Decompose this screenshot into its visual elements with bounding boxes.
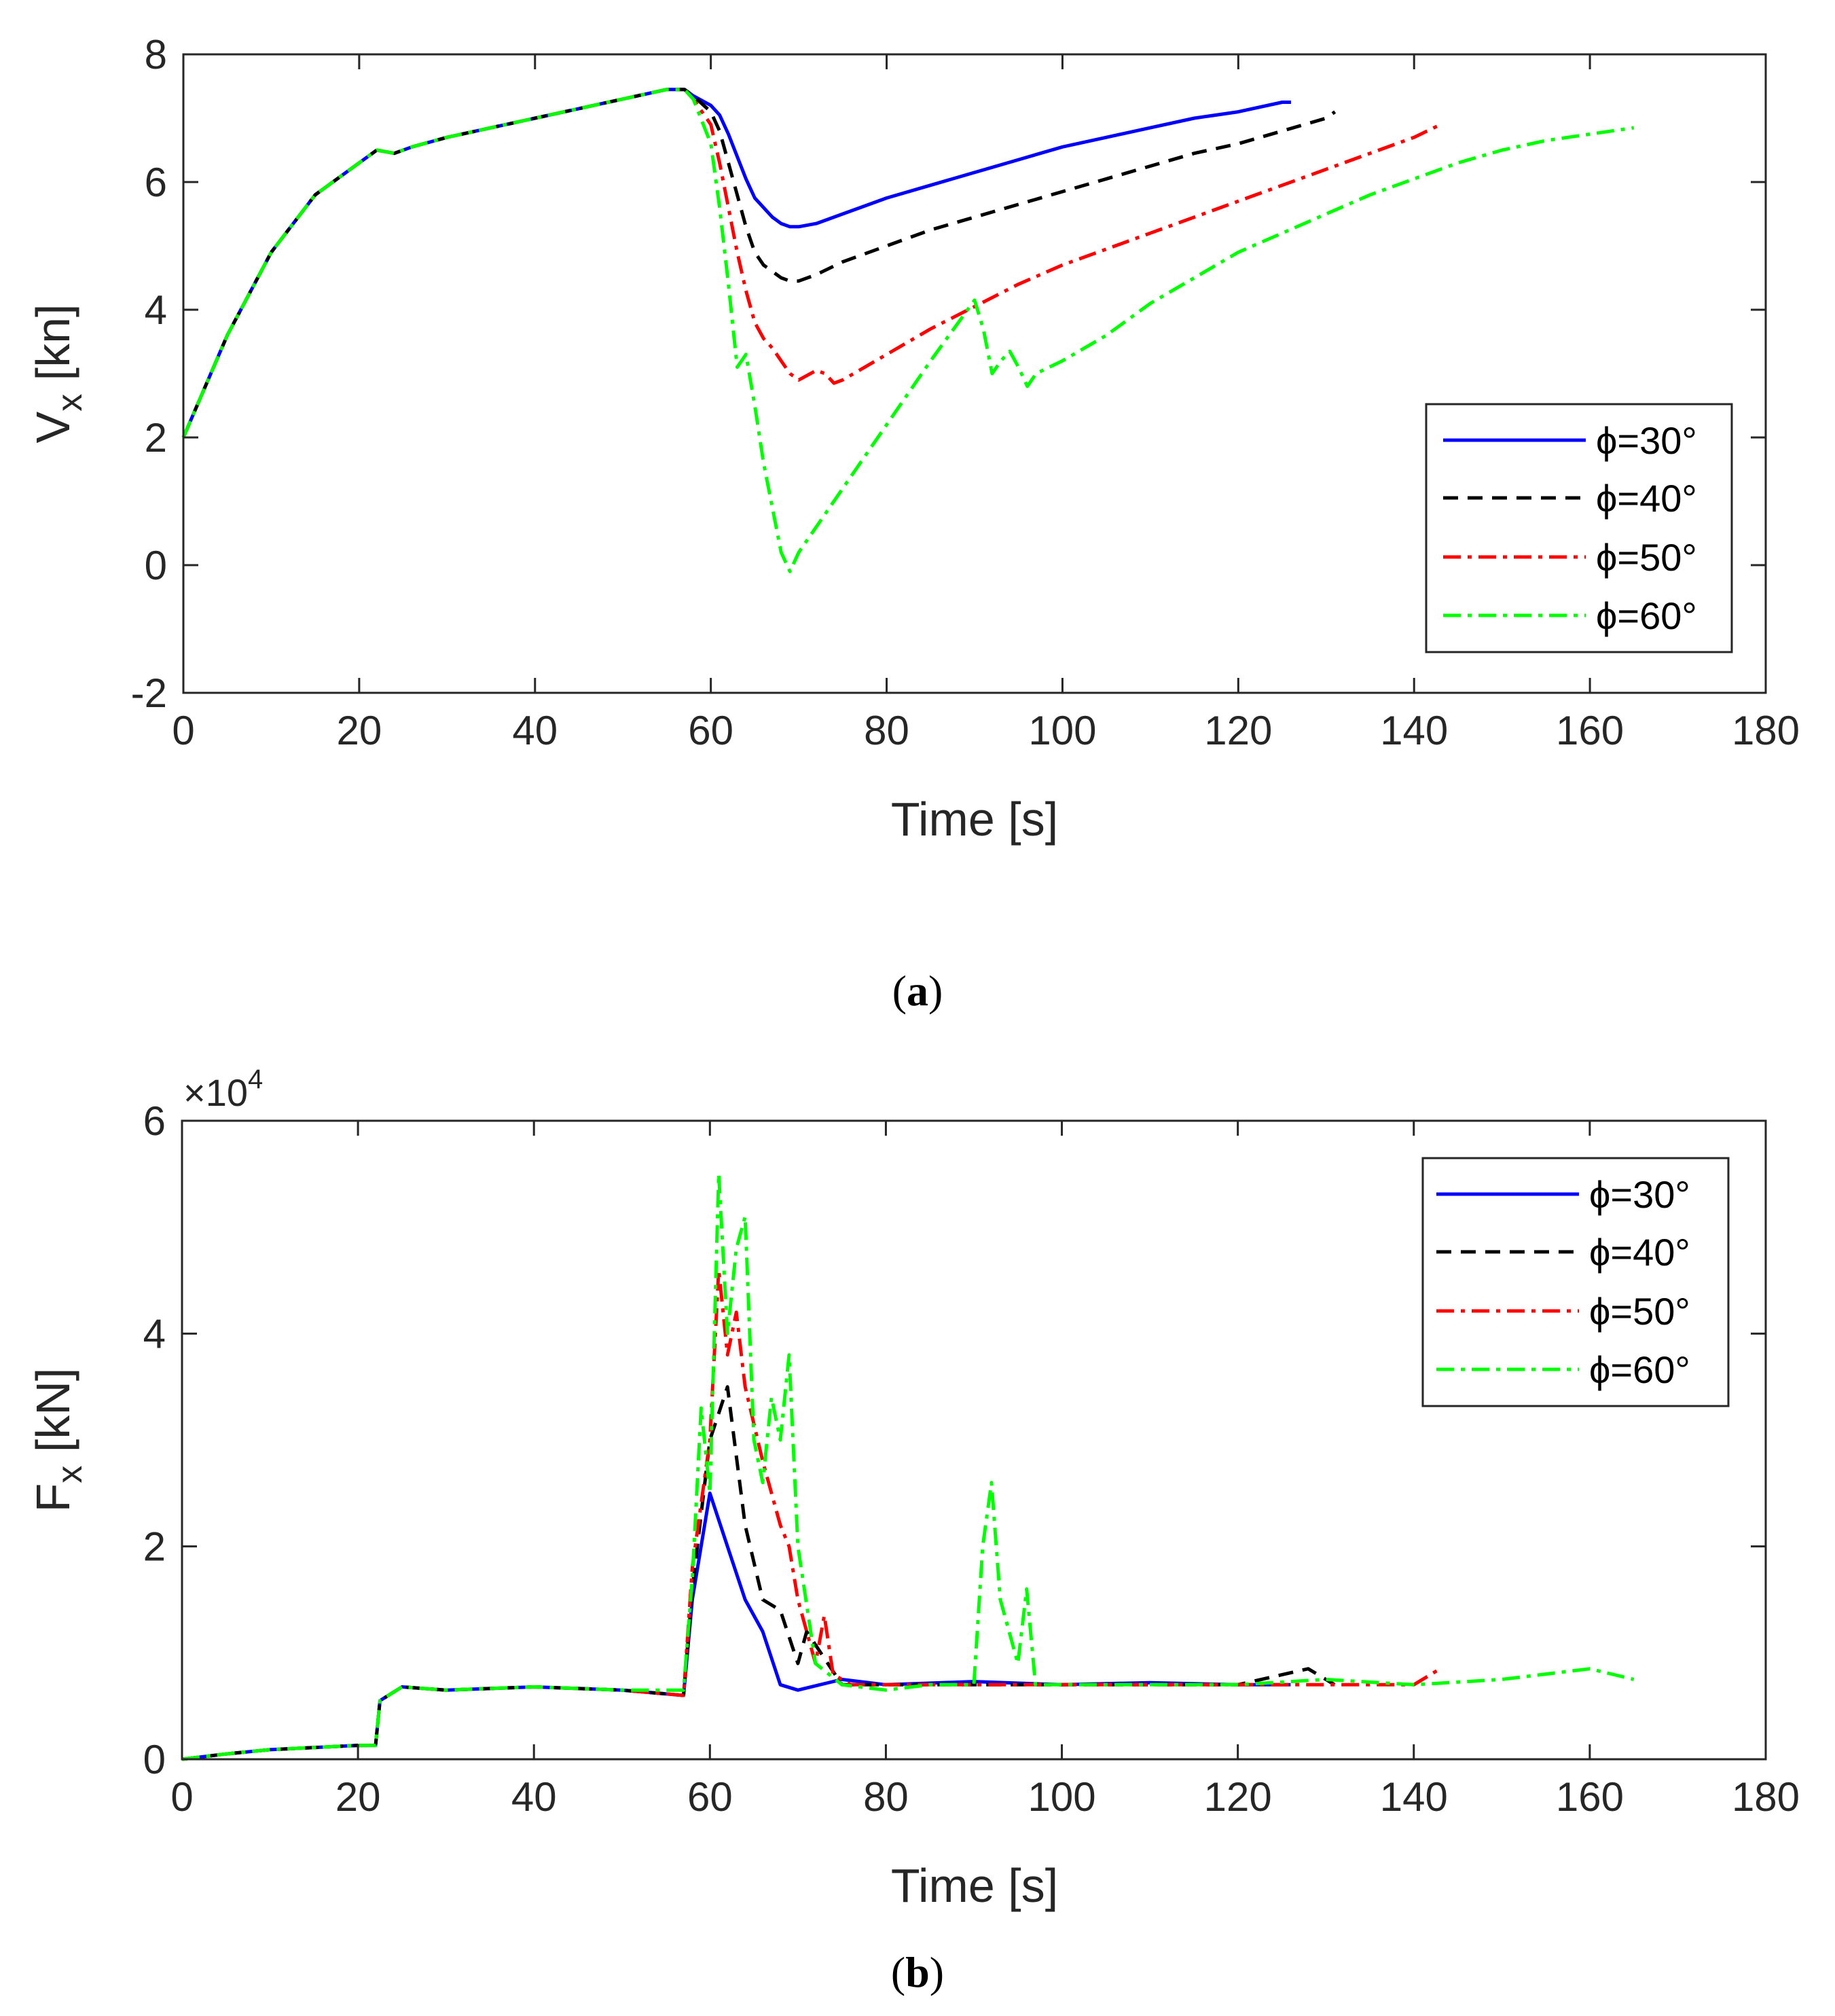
panel-a-x-axis-label: Time [s] — [891, 793, 1058, 846]
panel-a-series-group — [181, 88, 1635, 573]
panel-b-series-line-0 — [181, 1491, 1291, 1761]
panel-a-series-line-0 — [181, 88, 1291, 438]
panel-b-series-line-3 — [181, 1172, 1635, 1761]
panel-a-xtick-label-5: 100 — [1028, 708, 1096, 753]
panel-b-xtick-label-3: 60 — [687, 1774, 733, 1820]
panel-a-xtick-label-6: 120 — [1204, 708, 1272, 753]
panel-a-ytick-label-5: 8 — [145, 32, 167, 77]
panel-a-legend-label-40: ϕ=40° — [1596, 477, 1697, 520]
panel-b-legend: ϕ=30° ϕ=40° ϕ=50° ϕ=60° — [1421, 1157, 1730, 1407]
panel-b-y-axis-unit: [kN] — [26, 1368, 79, 1466]
panel-a-xtick-label-1: 20 — [337, 708, 382, 753]
panel-b-y-multiplier-base: ×10 — [183, 1071, 248, 1114]
panel-b-legend-label-30: ϕ=30° — [1589, 1173, 1690, 1216]
panel-b-xtick-label-5: 100 — [1028, 1774, 1096, 1820]
panel-a-y-axis-subscript: x — [50, 394, 90, 412]
panel-a-series-line-2 — [181, 88, 1442, 438]
panel-b-y-axis-label: Fx [kN] — [26, 1368, 90, 1513]
panel-b-y-multiplier: ×104 — [183, 1064, 263, 1114]
panel-a-series-line-1 — [181, 88, 1337, 438]
panel-b-y-axis-subscript: x — [50, 1466, 90, 1483]
panel-b-legend-label-50: ϕ=50° — [1589, 1290, 1690, 1333]
panel-a-xtick-label-4: 80 — [864, 708, 909, 753]
panel-a-legend-label-50: ϕ=50° — [1596, 536, 1697, 579]
panel-b-xtick-label-1: 20 — [335, 1774, 381, 1820]
panel-a-legend-box — [1425, 403, 1733, 653]
panel-a-plot-frame — [182, 53, 1767, 694]
panel-b-caption-letter: b — [905, 1948, 930, 1996]
panel-a-xtick-label-9: 180 — [1732, 708, 1800, 753]
panel-b-xtick-label-6: 120 — [1204, 1774, 1272, 1820]
panel-a-y-axis-symbol: V — [26, 411, 79, 443]
panel-b-xtick-label-9: 180 — [1732, 1774, 1800, 1820]
panel-b-series-group — [181, 1172, 1635, 1761]
panel-b-xtick-label-4: 80 — [863, 1774, 909, 1820]
panel-a-ytick-label-0: -2 — [131, 670, 167, 716]
panel-a-caption-letter: a — [907, 967, 928, 1015]
panel-b-series-line-1 — [181, 1385, 1336, 1761]
panel-b-legend-box — [1421, 1157, 1730, 1407]
panel-a-ytick-label-3: 4 — [145, 287, 167, 333]
panel-a-ytick-label-4: 6 — [145, 160, 167, 205]
panel-a-xtick-label-8: 160 — [1556, 708, 1624, 753]
panel-a-xtick-label-2: 40 — [512, 708, 558, 753]
panel-b-xtick-label-7: 140 — [1380, 1774, 1448, 1820]
panel-a-ytick-label-2: 2 — [145, 415, 167, 461]
panel-a-tick-marks — [182, 53, 1767, 694]
panel-a-legend-label-60: ϕ=60° — [1596, 594, 1697, 637]
panel-b-legend-label-60: ϕ=60° — [1589, 1348, 1690, 1391]
panel-a-ytick-label-1: 0 — [145, 543, 167, 588]
panel-a-xtick-label-7: 140 — [1380, 708, 1448, 753]
panel-b-y-multiplier-exponent: 4 — [248, 1064, 263, 1094]
panel-a-xtick-label-3: 60 — [688, 708, 733, 753]
panel-a-caption: (a) — [892, 967, 943, 1015]
panel-b-xtick-label-8: 160 — [1556, 1774, 1624, 1820]
panel-a-y-axis-unit: [kn] — [26, 304, 79, 394]
panel-b-y-axis-symbol: F — [26, 1483, 79, 1513]
panel-b-ytick-label-1: 2 — [143, 1524, 166, 1570]
panel-a-y-axis-label: Vx [kn] — [26, 304, 90, 444]
panel-b-x-axis-label: Time [s] — [891, 1859, 1058, 1912]
panel-a-xtick-label-0: 0 — [172, 708, 194, 753]
panel-b-ytick-label-3: 6 — [143, 1098, 166, 1144]
panel-b-xtick-label-0: 0 — [170, 1774, 193, 1820]
panel-b-ytick-label-2: 4 — [143, 1311, 166, 1356]
panel-b-xtick-label-2: 40 — [511, 1774, 557, 1820]
panel-b-legend-label-40: ϕ=40° — [1589, 1231, 1690, 1274]
panel-b-caption: (b) — [891, 1948, 944, 1996]
panel-a-legend: ϕ=30° ϕ=40° ϕ=50° ϕ=60° — [1425, 403, 1733, 653]
panel-a-series-line-3 — [181, 88, 1635, 573]
panel-b-ytick-label-0: 0 — [143, 1737, 166, 1782]
panel-b-plot-frame — [181, 1119, 1767, 1761]
panel-a-legend-label-30: ϕ=30° — [1596, 419, 1697, 462]
panel-b-tick-labels: 0 20 40 60 80 100 120 140 160 180 0 2 4 6 — [143, 1098, 1800, 1820]
